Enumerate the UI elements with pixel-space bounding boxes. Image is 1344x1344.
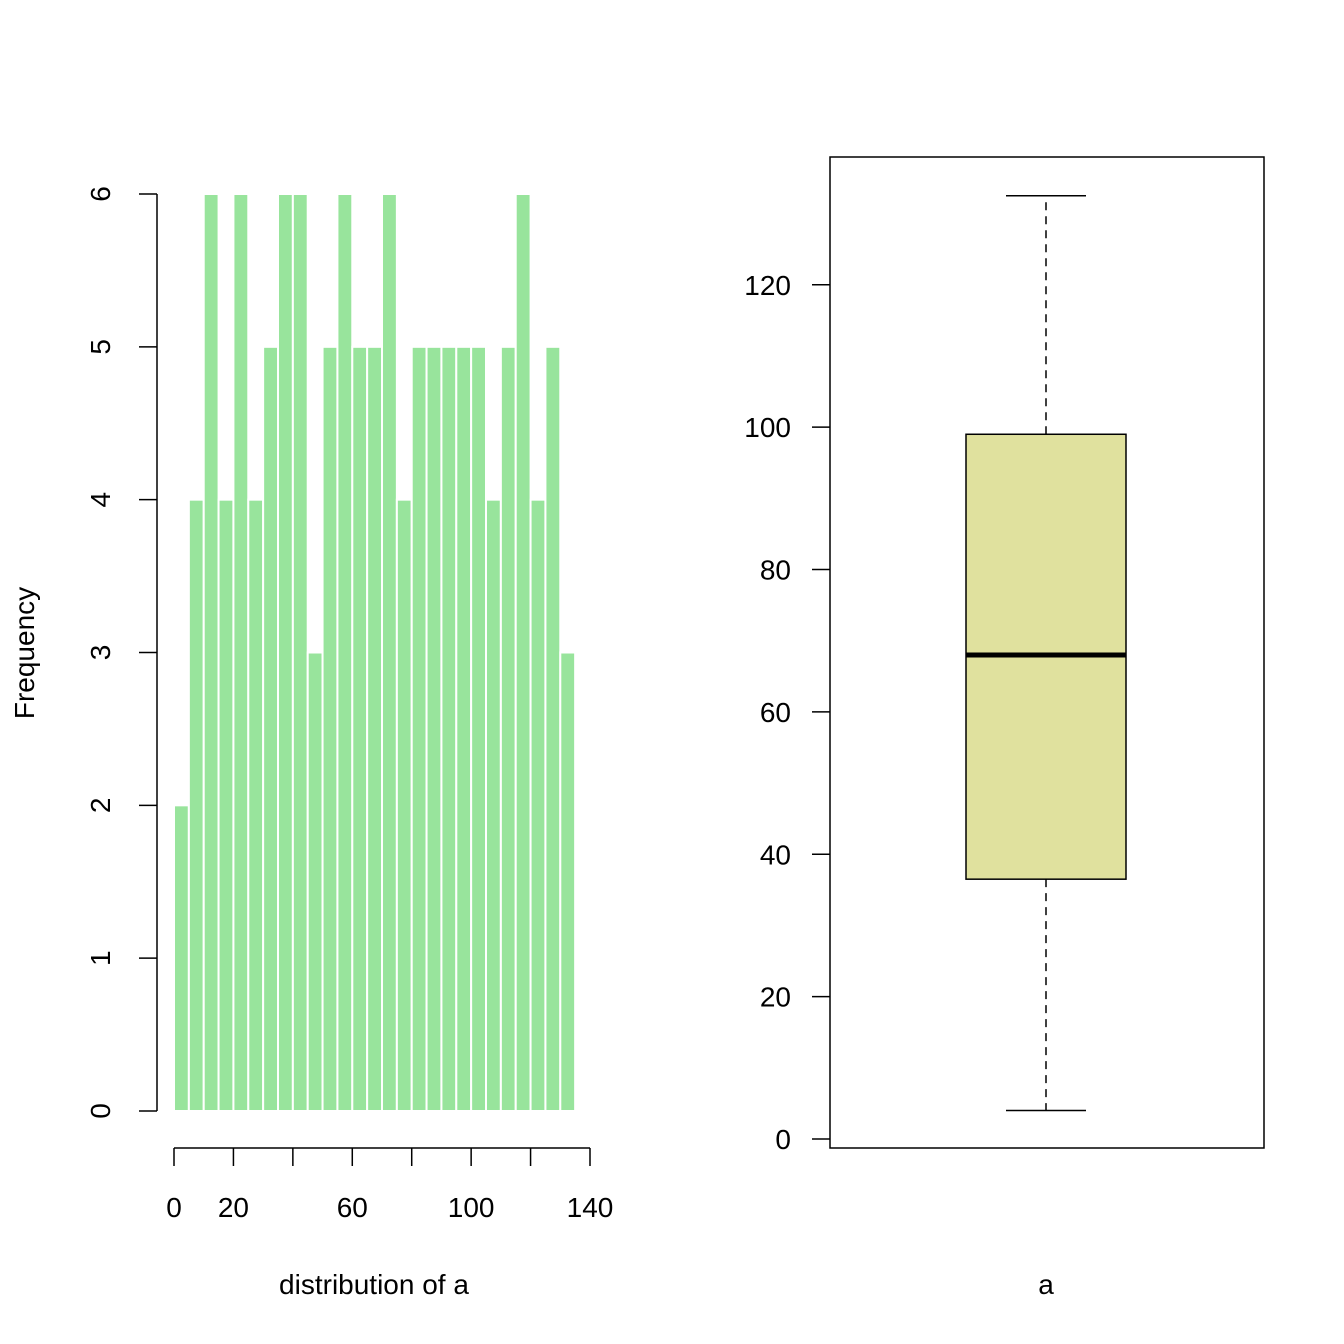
histogram-bar [202, 193, 220, 1112]
histogram-bar [173, 804, 190, 1112]
boxplot-y-ticks: 0 20 40 60 80 100 120 [744, 270, 830, 1155]
boxplot-frame [829, 156, 1265, 1149]
histogram-y-axis-title: Frequency [9, 587, 40, 719]
boxplot-panel: 0 20 40 60 80 100 120 a [744, 156, 1265, 1300]
histogram-bar [336, 193, 354, 1112]
histogram-x-tick-label: 100 [448, 1192, 495, 1223]
boxplot-y-tick-label: 0 [775, 1124, 791, 1155]
histogram-y-tick-label: 4 [85, 492, 116, 508]
boxplot-y-tick-label: 80 [760, 555, 791, 586]
histogram-y-tick-label: 5 [85, 339, 116, 355]
histogram-y-tick-label: 0 [85, 1103, 116, 1119]
histogram-bar [262, 345, 279, 1113]
histogram-x-tick-label: 140 [567, 1192, 614, 1223]
histogram-bar [277, 193, 294, 1112]
boxplot-body [965, 195, 1127, 1112]
boxplot-y-tick-label: 60 [760, 697, 791, 728]
histogram-bar [455, 345, 473, 1113]
histogram-bar [351, 345, 369, 1113]
histogram-x-ticks: 0 20 60 100 140 [166, 1148, 613, 1223]
histogram-bar [217, 498, 235, 1112]
histogram-bar [366, 345, 383, 1113]
histogram-bar [425, 345, 443, 1113]
histogram-bar [485, 498, 502, 1112]
histogram-bar [470, 345, 487, 1113]
histogram-y-tick-label: 2 [85, 798, 116, 814]
histogram-x-tick-label: 0 [166, 1192, 182, 1223]
histogram-bar [306, 651, 324, 1112]
histogram-bar [187, 498, 205, 1112]
histogram-bar [440, 345, 458, 1113]
histogram-y-tick-label: 6 [85, 186, 116, 202]
histogram-x-axis-title: distribution of a [279, 1269, 469, 1300]
histogram-bar [559, 651, 577, 1112]
histogram-y-tick-label: 3 [85, 645, 116, 661]
histogram-bars [173, 193, 577, 1113]
histogram-bar [247, 498, 265, 1112]
histogram-bar [395, 498, 413, 1112]
histogram-bar [321, 345, 339, 1113]
histogram-x-tick-label: 60 [337, 1192, 368, 1223]
histogram-y-ticks: 0 1 2 3 4 5 6 [85, 186, 157, 1119]
histogram-x-tick-label: 20 [218, 1192, 249, 1223]
boxplot-y-tick-label: 120 [744, 270, 791, 301]
boxplot-x-axis-title: a [1038, 1269, 1054, 1300]
boxplot-y-tick-label: 40 [760, 839, 791, 870]
histogram-bar [291, 193, 309, 1112]
histogram-bar [410, 345, 428, 1113]
histogram-bar [232, 193, 250, 1112]
histogram-bar [514, 193, 532, 1112]
histogram-bar [499, 345, 517, 1113]
boxplot-y-tick-label: 20 [760, 982, 791, 1013]
boxplot-y-tick-label: 100 [744, 412, 791, 443]
histogram-panel: 0 1 2 3 4 5 6 0 20 60 100 140 distribution of a Fr… [9, 186, 613, 1300]
histogram-bar [529, 498, 547, 1112]
histogram-bar [544, 345, 562, 1113]
histogram-bar [381, 193, 398, 1112]
histogram-y-tick-label: 1 [85, 950, 116, 966]
